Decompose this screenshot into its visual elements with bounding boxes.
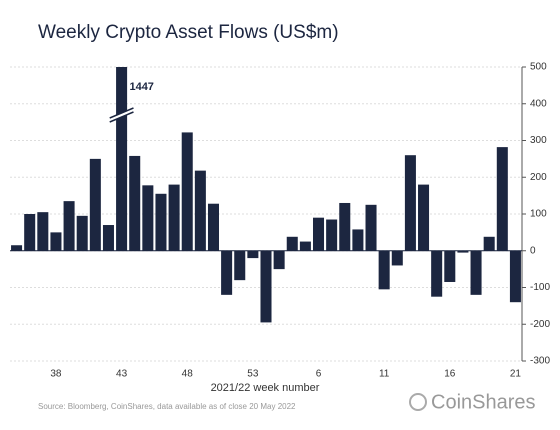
bar — [194, 170, 206, 251]
y-tick-label: 100 — [530, 209, 547, 220]
bar — [102, 225, 114, 251]
bar — [444, 250, 456, 282]
bar — [312, 217, 325, 251]
bar — [181, 132, 193, 251]
bar — [168, 184, 180, 251]
bar — [378, 250, 390, 290]
x-tick-label: 16 — [444, 369, 456, 380]
bar — [37, 212, 49, 251]
bar — [286, 236, 298, 251]
y-tick-label: -100 — [530, 282, 550, 293]
bar — [155, 193, 167, 251]
bar — [483, 236, 495, 251]
bar — [247, 250, 259, 259]
bar — [299, 241, 311, 251]
y-tick-label: -200 — [530, 319, 550, 330]
bar — [11, 245, 23, 251]
bar — [326, 219, 338, 251]
bar — [418, 184, 430, 251]
brand-name: CoinShares — [431, 391, 536, 413]
x-axis-title: 2021/22 week number — [211, 382, 320, 394]
x-tick-label: 6 — [316, 369, 322, 380]
source-note: Source: Bloomberg, CoinShares, data avai… — [38, 402, 296, 411]
bar — [404, 155, 416, 251]
bar — [116, 67, 128, 251]
y-tick-label: 300 — [530, 135, 547, 146]
bar — [457, 250, 469, 253]
bar — [234, 250, 246, 281]
axis-break-line — [109, 107, 134, 119]
x-tick-label: 48 — [182, 369, 194, 380]
bar — [496, 147, 508, 251]
brand-icon — [409, 393, 427, 411]
bar — [50, 232, 62, 251]
y-tick-label: 200 — [530, 172, 547, 183]
bar — [129, 155, 141, 251]
bar — [391, 250, 403, 266]
chart-title: Weekly Crypto Asset Flows (US$m) — [38, 22, 339, 43]
data-label: 1447 — [129, 81, 153, 93]
y-tick-label: 400 — [530, 98, 547, 109]
bar — [431, 250, 443, 297]
x-tick-label: 21 — [510, 369, 522, 380]
bar — [24, 214, 36, 251]
bar — [365, 204, 377, 251]
bar — [76, 215, 88, 251]
bar — [352, 229, 364, 251]
bar — [89, 158, 101, 251]
bar — [509, 250, 521, 303]
y-tick-label: 500 — [530, 62, 547, 73]
bar — [63, 201, 75, 251]
y-tick-label: 0 — [530, 245, 536, 256]
x-tick-label: 11 — [379, 369, 390, 380]
bar — [260, 250, 272, 323]
bar — [470, 250, 482, 295]
bar — [339, 202, 351, 251]
x-tick-label: 43 — [116, 369, 128, 380]
bar — [207, 203, 220, 251]
bar — [142, 185, 154, 251]
bar — [273, 250, 285, 270]
bar — [221, 250, 233, 295]
x-tick-label: 53 — [247, 369, 259, 380]
axis-break-line — [109, 111, 134, 123]
x-tick-label: 38 — [50, 369, 62, 380]
y-tick-label: -300 — [530, 356, 550, 367]
